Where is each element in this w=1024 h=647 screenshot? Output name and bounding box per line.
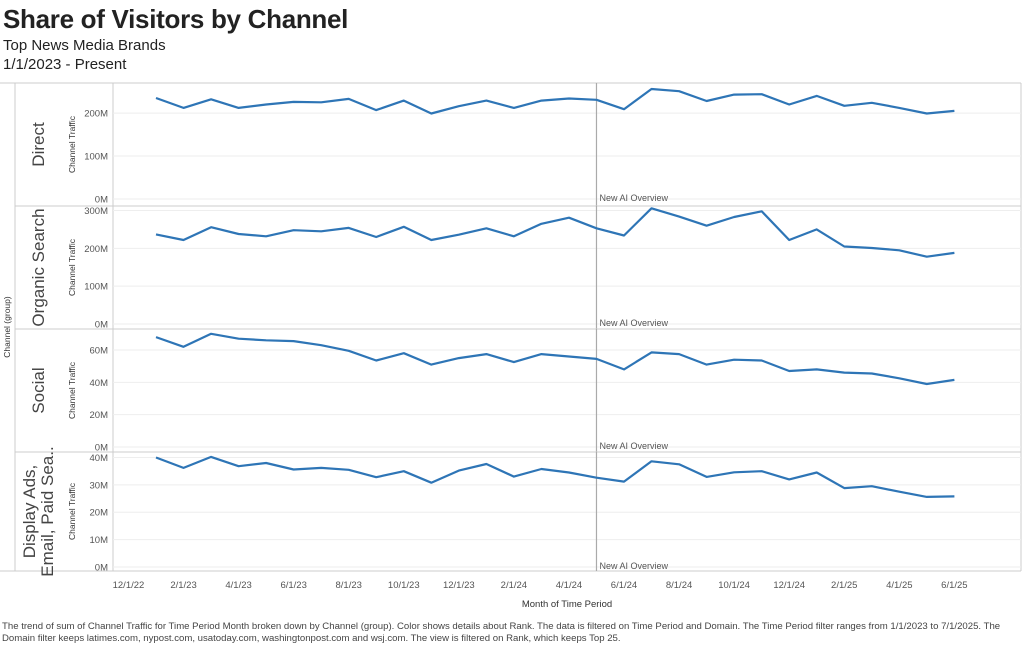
panel-label: Display Ads,	[20, 465, 39, 559]
x-tick-label: 2/1/23	[170, 580, 196, 591]
y-tick-label: 30M	[90, 480, 109, 491]
reference-line-label: New AI Overview	[599, 318, 668, 328]
x-tick-label: 10/1/24	[718, 580, 750, 591]
y-tick-label: 100M	[84, 282, 108, 293]
x-tick-label: 2/1/24	[501, 580, 527, 591]
reference-line-label: New AI Overview	[599, 561, 668, 571]
x-tick-label: 12/1/24	[773, 580, 805, 591]
y-tick-label: 300M	[84, 206, 108, 217]
x-tick-label: 4/1/24	[556, 580, 582, 591]
x-tick-label: 10/1/23	[388, 580, 420, 591]
page-subtitle: Top News Media Brands	[3, 37, 166, 54]
page-title: Share of Visitors by Channel	[3, 4, 349, 34]
panel-label: Direct	[29, 122, 48, 167]
y-tick-label: 200M	[84, 244, 108, 255]
panel-label: Social	[29, 367, 48, 413]
series-line	[155, 455, 955, 498]
y-tick-label: 40M	[90, 378, 109, 389]
y-tick-label: 0M	[95, 195, 108, 206]
y-tick-label: 100M	[84, 152, 108, 163]
x-tick-label: 4/1/25	[886, 580, 912, 591]
panel-label: Organic Search	[29, 208, 48, 326]
series-line	[155, 207, 955, 258]
y-axis-title: Channel Traffic	[67, 482, 77, 540]
y-axis-title: Channel Traffic	[67, 361, 77, 419]
x-tick-label: 12/1/22	[113, 580, 145, 591]
chart-caption: The trend of sum of Channel Traffic for …	[2, 621, 1001, 644]
y-tick-label: 10M	[90, 535, 109, 546]
y-tick-label: 40M	[90, 453, 109, 464]
y-tick-label: 0M	[95, 320, 108, 331]
reference-line-label: New AI Overview	[599, 441, 668, 451]
row-axis-label: Channel (group)	[2, 296, 12, 358]
x-tick-label: 12/1/23	[443, 580, 475, 591]
x-tick-label: 6/1/24	[611, 580, 637, 591]
y-tick-label: 60M	[90, 346, 109, 357]
series-line	[155, 87, 955, 115]
x-tick-label: 6/1/25	[941, 580, 967, 591]
reference-line-label: New AI Overview	[599, 193, 668, 203]
date-range: 1/1/2023 - Present	[3, 56, 127, 73]
y-tick-label: 0M	[95, 563, 108, 574]
y-tick-label: 20M	[90, 508, 109, 519]
panel-label: Email, Paid Sea..	[38, 446, 57, 576]
y-tick-label: 200M	[84, 109, 108, 120]
y-axis-title: Channel Traffic	[67, 238, 77, 296]
y-tick-label: 20M	[90, 410, 109, 421]
x-tick-label: 4/1/23	[225, 580, 251, 591]
series-line	[155, 332, 955, 386]
x-tick-label: 2/1/25	[831, 580, 857, 591]
x-tick-label: 6/1/23	[280, 580, 306, 591]
x-tick-label: 8/1/24	[666, 580, 692, 591]
x-axis-title: Month of Time Period	[522, 599, 612, 610]
y-axis-title: Channel Traffic	[67, 115, 77, 173]
x-tick-label: 8/1/23	[335, 580, 361, 591]
y-tick-label: 0M	[95, 443, 108, 454]
